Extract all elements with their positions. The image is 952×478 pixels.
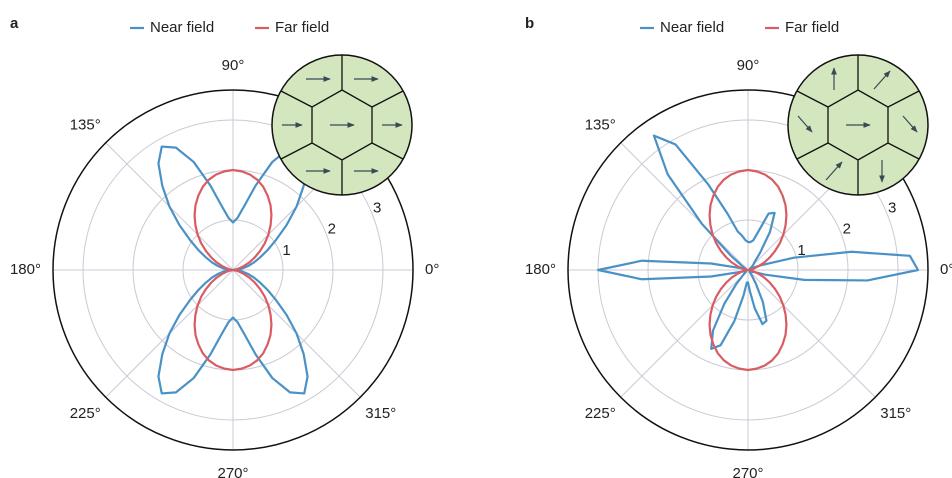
grid-spoke bbox=[621, 143, 748, 270]
legend-label: Near field bbox=[660, 19, 724, 36]
angle-tick-label: 180° bbox=[10, 261, 41, 278]
angle-tick-label: 0° bbox=[425, 261, 439, 278]
panel-label: a bbox=[10, 15, 19, 32]
radial-tick-label: 3 bbox=[888, 200, 896, 217]
angle-tick-label: 270° bbox=[217, 465, 248, 478]
panel-label: b bbox=[525, 15, 534, 32]
legend-label: Near field bbox=[150, 19, 214, 36]
angle-tick-label: 135° bbox=[585, 117, 616, 134]
angle-tick-label: 315° bbox=[880, 405, 911, 422]
angle-tick-label: 180° bbox=[525, 261, 556, 278]
grid-spoke bbox=[621, 270, 748, 397]
inset-diagram-b bbox=[788, 55, 928, 195]
legend-label: Far field bbox=[785, 19, 839, 36]
angle-tick-label: 225° bbox=[70, 405, 101, 422]
angle-tick-label: 315° bbox=[365, 405, 396, 422]
grid-spoke bbox=[748, 270, 875, 397]
angle-tick-label: 225° bbox=[585, 405, 616, 422]
angle-tick-label: 0° bbox=[940, 261, 952, 278]
inset-diagram-a bbox=[272, 55, 412, 195]
figure: a0°45°90°135°180°225°270°315°123Near fie… bbox=[0, 0, 952, 478]
angle-tick-label: 270° bbox=[732, 465, 763, 478]
legend-label: Far field bbox=[275, 19, 329, 36]
radial-tick-label: 2 bbox=[328, 221, 336, 238]
radial-tick-label: 2 bbox=[843, 221, 851, 238]
radial-tick-label: 1 bbox=[282, 242, 290, 259]
angle-tick-label: 90° bbox=[222, 57, 245, 74]
angle-tick-label: 90° bbox=[737, 57, 760, 74]
angle-tick-label: 135° bbox=[70, 117, 101, 134]
radial-tick-label: 3 bbox=[373, 200, 381, 217]
